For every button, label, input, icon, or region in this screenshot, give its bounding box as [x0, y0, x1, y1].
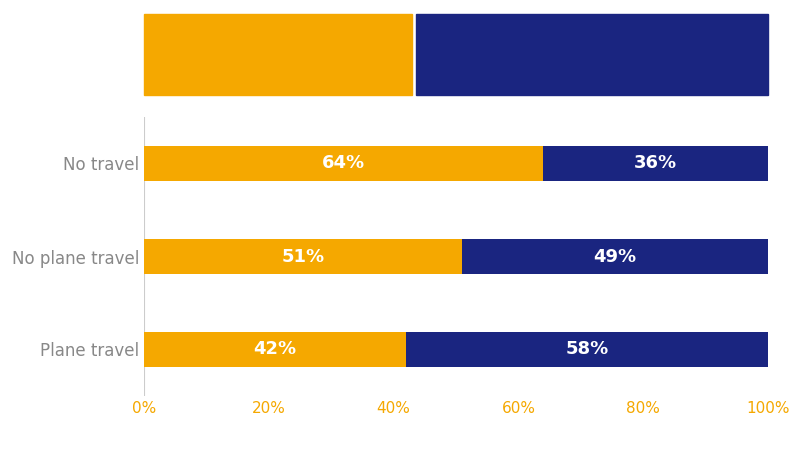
Text: Very or somewhat stressed: Very or somewhat stressed [161, 46, 395, 62]
Text: 49%: 49% [594, 248, 637, 266]
Bar [144, 239, 462, 274]
Bar [144, 146, 543, 181]
Text: 64%: 64% [322, 154, 366, 172]
Bar [543, 146, 768, 181]
Text: 36%: 36% [634, 154, 678, 172]
Text: 42%: 42% [254, 341, 297, 359]
Bar [462, 239, 768, 274]
Bar [144, 332, 406, 367]
Text: 51%: 51% [282, 248, 325, 266]
Bar [406, 332, 768, 367]
Text: Not very much or not at all stressed: Not very much or not at all stressed [437, 46, 747, 62]
Text: 58%: 58% [566, 341, 609, 359]
